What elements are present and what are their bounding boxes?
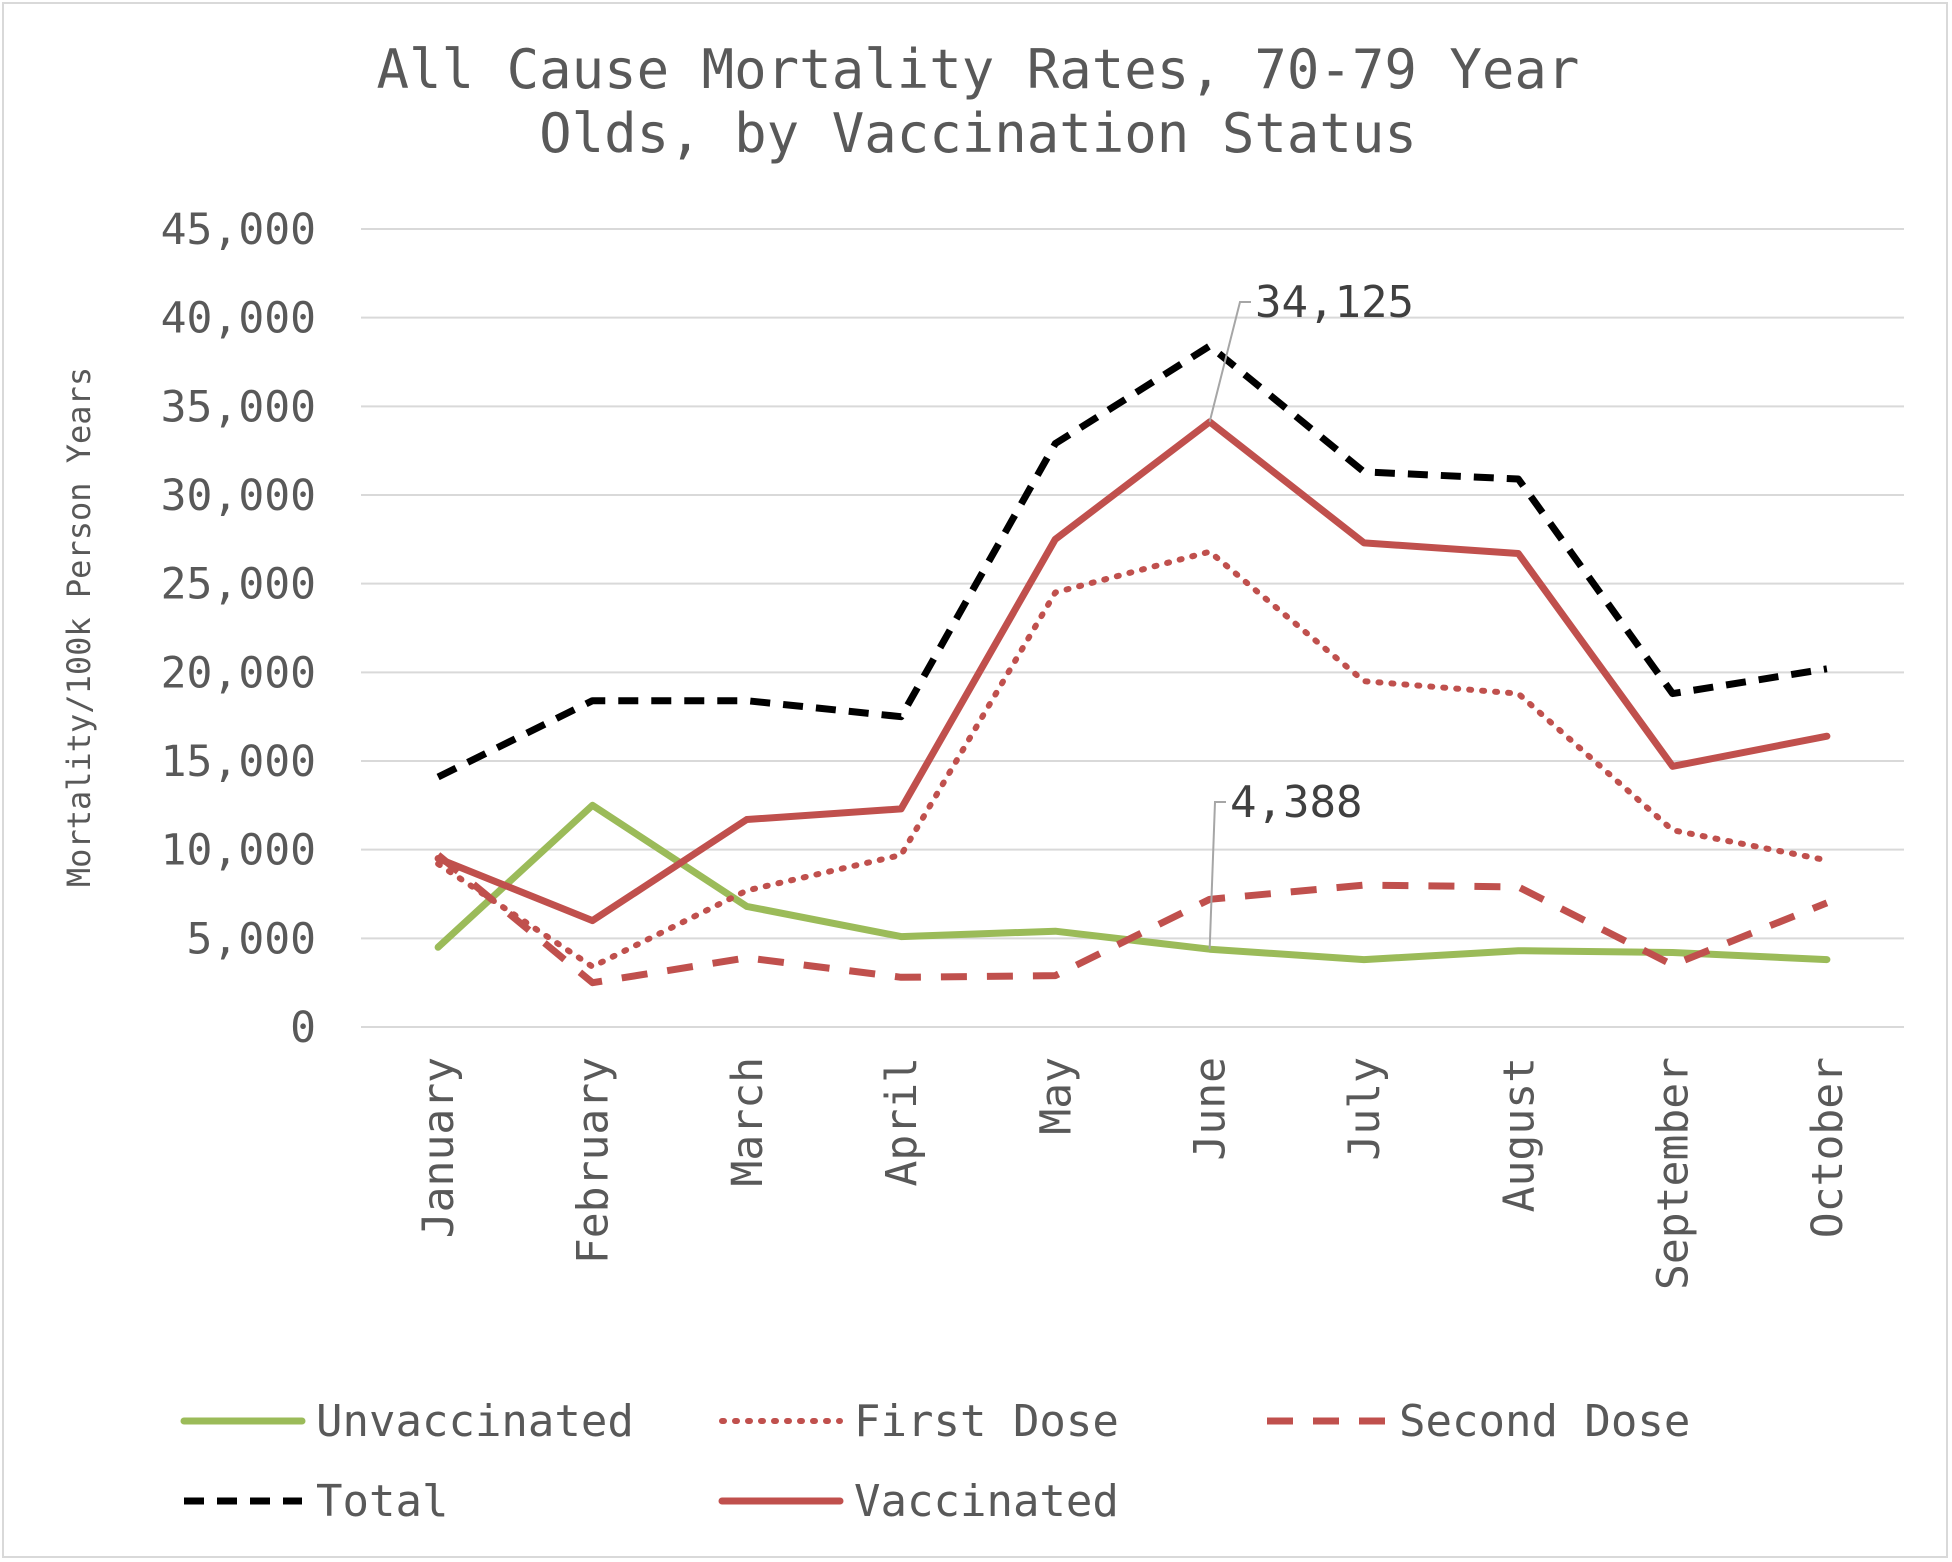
x-tick-label-august: August bbox=[1494, 1057, 1544, 1212]
series-lines bbox=[434, 342, 1831, 987]
y-tick-label: 40,000 bbox=[161, 294, 316, 344]
y-tick-label: 5,000 bbox=[187, 914, 316, 964]
legend-label-unvaccinated: Unvaccinated bbox=[316, 1396, 634, 1447]
x-tick-label-april: April bbox=[877, 1057, 927, 1186]
y-axis-label: Mortality/100k Person Years bbox=[60, 367, 98, 887]
y-tick-label: 15,000 bbox=[161, 737, 316, 787]
x-tick-label-october: October bbox=[1803, 1057, 1853, 1238]
chart-title-line1: All Cause Mortality Rates, 70-79 Year bbox=[377, 38, 1580, 101]
y-tick-label: 30,000 bbox=[161, 471, 316, 521]
chart-title-line2: Olds, by Vaccination Status bbox=[539, 102, 1417, 165]
x-tick-label-january: January bbox=[414, 1057, 464, 1238]
legend-label-total: Total bbox=[316, 1476, 448, 1527]
annotation-leader-unvaccinated bbox=[1208, 801, 1226, 950]
series-line-first-dose bbox=[435, 548, 1830, 970]
y-tick-label: 0 bbox=[290, 1003, 316, 1053]
x-tick-label-september: September bbox=[1649, 1057, 1699, 1290]
data-annotations: 34,125 4,388 bbox=[1208, 277, 1414, 950]
y-tick-label: 45,000 bbox=[161, 205, 316, 255]
y-tick-label: 25,000 bbox=[161, 560, 316, 610]
mortality-line-chart: All Cause Mortality Rates, 70-79 Year Ol… bbox=[60, 38, 1904, 1527]
x-tick-label-june: June bbox=[1186, 1057, 1236, 1161]
annotation-label-vaccinated: 34,125 bbox=[1255, 277, 1414, 328]
x-tick-label-march: March bbox=[723, 1057, 773, 1186]
y-tick-label: 20,000 bbox=[161, 648, 316, 698]
x-axis-ticks: January February March April May June July Augu… bbox=[414, 1057, 1853, 1290]
legend-label-first-dose: First Dose bbox=[854, 1396, 1119, 1447]
legend-label-second-dose: Second Dose bbox=[1399, 1396, 1690, 1447]
y-tick-label: 35,000 bbox=[161, 382, 316, 432]
x-tick-label-july: July bbox=[1340, 1057, 1390, 1161]
annotation-label-unvaccinated: 4,388 bbox=[1230, 777, 1362, 828]
legend-label-vaccinated: Vaccinated bbox=[854, 1476, 1119, 1527]
y-axis-ticks: 0 5,000 10,000 15,000 20,000 25,000 30,000 35,0… bbox=[161, 205, 316, 1053]
x-tick-label-may: May bbox=[1031, 1057, 1081, 1135]
series-line-vaccinated bbox=[434, 418, 1831, 925]
series-line-second-dose bbox=[435, 852, 1829, 987]
x-tick-label-february: February bbox=[568, 1057, 618, 1264]
gridlines bbox=[361, 228, 1904, 1028]
y-tick-label: 10,000 bbox=[161, 826, 316, 876]
legend: Unvaccinated First Dose Second Dose Total Va… bbox=[180, 1396, 1690, 1527]
annotation-leader-vaccinated bbox=[1208, 301, 1251, 423]
series-line-total bbox=[436, 342, 1828, 781]
